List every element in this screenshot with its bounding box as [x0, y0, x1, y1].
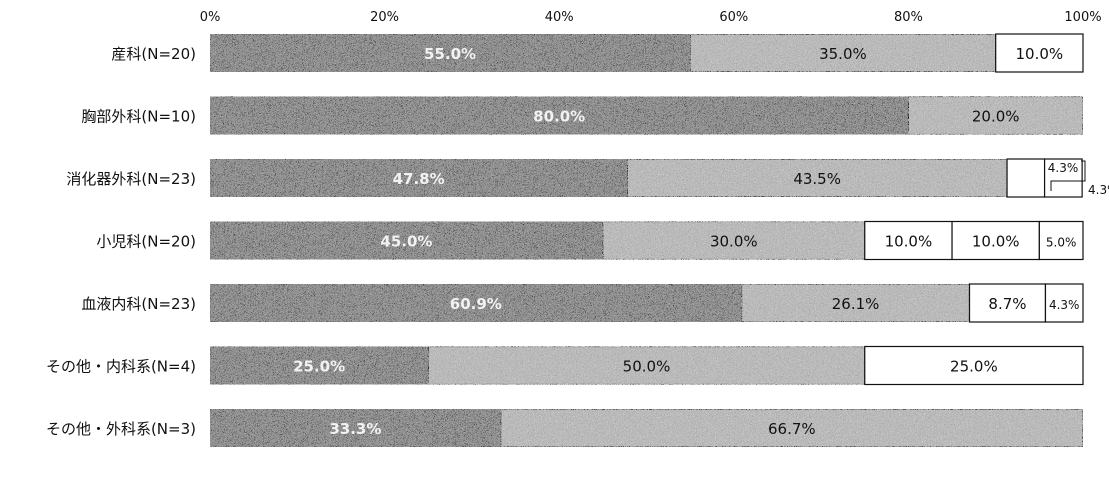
value-label: 4.3% — [1049, 298, 1080, 312]
bar-segment — [951, 220, 1040, 261]
bar-segment — [995, 33, 1084, 73]
bar-segment — [626, 158, 1008, 198]
bar-segment — [907, 95, 1084, 136]
value-label: 5.0% — [1046, 236, 1077, 250]
value-label: 33.3% — [329, 420, 381, 438]
bar-segment — [209, 220, 604, 261]
bar-segment — [1006, 158, 1046, 198]
value-label: 25.0% — [950, 358, 998, 376]
bar-segment — [968, 283, 1047, 323]
bar-segment — [209, 158, 628, 198]
category-labels: 産科(N=20) 胸部外科(N=10) 消化器外科(N=23) 小児科(N=20) 血液… — [46, 45, 196, 438]
value-label: 35.0% — [819, 45, 867, 63]
value-label: 47.8% — [393, 170, 445, 188]
value-label: 55.0% — [424, 45, 476, 63]
x-tick-label: 20% — [370, 10, 399, 25]
category-label: 血液内科(N=23) — [81, 295, 196, 313]
bar-segment — [209, 408, 502, 448]
x-tick-label: 0% — [200, 10, 221, 25]
x-tick-label: 80% — [894, 10, 923, 25]
value-label: 10.0% — [1016, 45, 1064, 63]
bar-segment — [209, 283, 743, 323]
bar-segment — [209, 345, 429, 386]
label-leader-line — [1050, 160, 1086, 191]
value-labels: 55.0% 35.0% 10.0% 80.0% 20.0% 47.8% 43.5% 4.3% 4… — [293, 45, 1109, 438]
value-label: 80.0% — [533, 108, 585, 126]
bar-segment — [500, 408, 1084, 448]
value-label: 20.0% — [972, 108, 1020, 126]
value-label: 4.3% — [1088, 183, 1109, 197]
value-label: 25.0% — [293, 358, 345, 376]
category-label: 小児科(N=20) — [96, 233, 196, 251]
bar-segment — [1038, 220, 1084, 261]
value-label: 30.0% — [710, 233, 758, 251]
value-label: 66.7% — [768, 420, 816, 438]
x-tick-label: 40% — [545, 10, 574, 25]
x-tick-label: 60% — [719, 10, 748, 25]
value-label: 8.7% — [988, 295, 1026, 313]
category-label: その他・外科系(N=3) — [46, 420, 196, 438]
value-label: 10.0% — [972, 233, 1020, 251]
value-label: 45.0% — [380, 233, 432, 251]
category-label: 消化器外科(N=23) — [66, 170, 196, 188]
category-label: 産科(N=20) — [111, 45, 196, 63]
category-label: その他・内科系(N=4) — [46, 358, 196, 376]
value-label: 43.5% — [793, 170, 841, 188]
value-label: 10.0% — [885, 233, 933, 251]
bars — [209, 33, 1084, 448]
value-label: 50.0% — [623, 358, 671, 376]
bar-segment — [1044, 283, 1084, 323]
x-axis-ticks: 0% 20% 40% 60% 80% 100% — [200, 10, 1102, 25]
category-label: 胸部外科(N=10) — [81, 108, 196, 126]
bar-segment — [427, 345, 866, 386]
bar-segment — [689, 33, 997, 73]
bar-segment — [602, 220, 866, 261]
value-label: 26.1% — [832, 295, 880, 313]
value-label: 4.3% — [1048, 161, 1079, 175]
bar-segment — [864, 345, 1084, 386]
value-label: 60.9% — [450, 295, 502, 313]
bar-segment — [209, 33, 691, 73]
x-tick-label: 100% — [1064, 10, 1101, 25]
